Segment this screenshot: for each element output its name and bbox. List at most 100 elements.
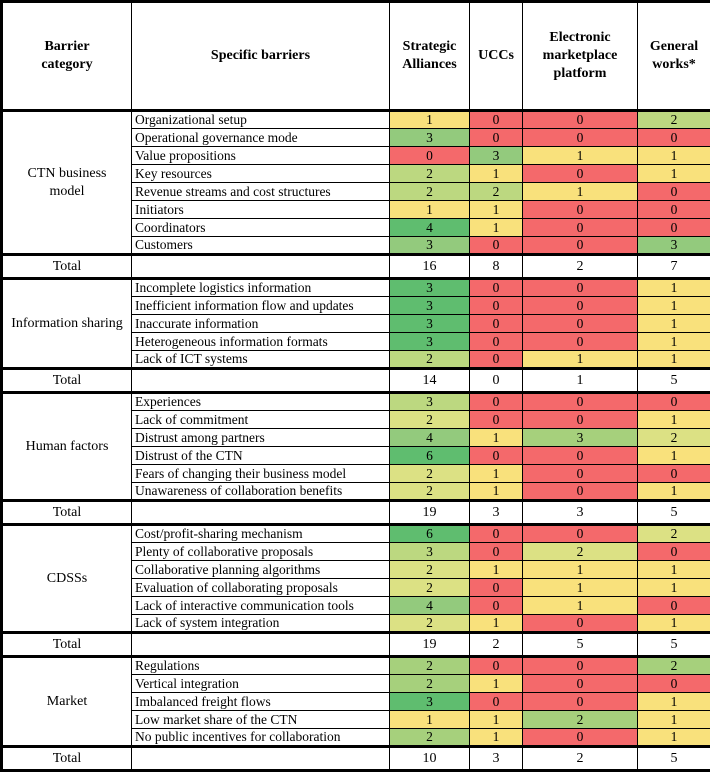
value-cell: 0 [637,128,710,147]
table-row: Inaccurate information 3 0 0 1 [2,314,710,333]
value-cell: 3 [389,392,470,411]
specific-barrier-cell: Initiators [131,200,390,219]
empty-cell [131,745,390,772]
value-cell: 0 [522,446,638,465]
total-value-cell: 2 [522,253,638,280]
value-cell: 1 [637,332,710,351]
specific-barrier-cell: Distrust among partners [131,428,390,447]
table-body: CTN business model Organizational setup 1 0… [1,110,710,772]
table-header: Barrier category Specific barriers Strat… [1,1,710,112]
value-cell: 3 [389,296,470,315]
value-cell: 2 [389,614,470,633]
total-value-cell: 5 [637,367,710,394]
total-label-cell: Total [1,745,132,772]
value-cell: 0 [522,296,638,315]
barrier-category-cell: Market [1,656,132,747]
table-row: Lack of interactive communication tools 4… [2,596,710,615]
value-cell: 0 [637,182,710,201]
barrier-category-cell: Information sharing [1,278,132,369]
value-cell: 2 [389,674,470,693]
column-header-barrier-category: Barrier category [1,1,132,112]
column-header-label: General works* [649,38,699,72]
value-cell: 3 [389,332,470,351]
table-row: Evaluation of collaborating proposals 2 0 1… [2,578,710,597]
table-row: Information sharing Incomplete logistics … [1,278,710,369]
specific-barrier-cell: Plenty of collaborative proposals [131,542,390,561]
total-value-cell: 5 [637,745,710,772]
value-cell: 2 [389,560,470,579]
value-cell: 0 [469,542,523,561]
value-cell: 0 [637,542,710,561]
column-header-electronic-marketplace-platform: Electronic marketplace platform [522,1,638,112]
value-cell: 0 [389,146,470,165]
value-cell: 0 [469,596,523,615]
value-cell: 3 [469,146,523,165]
table-row: Lack of system integration 2 1 0 1 [2,614,710,633]
specific-barrier-cell: Lack of ICT systems [131,350,390,369]
table-row: Initiators 1 1 0 0 [2,200,710,219]
table-row: Value propositions 0 3 1 1 [2,146,710,165]
value-cell: 1 [469,218,523,237]
value-cell: 1 [637,278,710,297]
total-value-cell: 7 [637,253,710,280]
specific-barrier-cell: Incomplete logistics information [131,278,390,297]
value-cell: 0 [522,392,638,411]
value-cell: 2 [389,164,470,183]
empty-cell [131,367,390,394]
specific-barrier-cell: Inefficient information flow and updates [131,296,390,315]
value-cell: 0 [522,200,638,219]
table-row: Imbalanced freight flows 3 0 0 1 [2,692,710,711]
total-row: Total 10 3 2 5 [1,745,710,772]
total-value-cell: 3 [469,745,523,772]
value-cell: 0 [469,392,523,411]
table-row: CDSSs Cost/profit-sharing mechanism 6 0 0 2 [1,524,710,633]
value-cell: 0 [522,164,638,183]
table-row: Low market share of the CTN 1 1 2 1 [2,710,710,729]
total-value-cell: 5 [637,631,710,658]
value-cell: 1 [637,314,710,333]
value-cell: 2 [389,464,470,483]
value-cell: 1 [469,464,523,483]
total-value-cell: 10 [389,745,470,772]
value-cell: 0 [522,278,638,297]
value-cell: 0 [637,392,710,411]
value-cell: 2 [389,578,470,597]
column-header-specific-barriers: Specific barriers [131,1,390,112]
value-cell: 2 [637,110,710,129]
value-cell: 1 [637,164,710,183]
value-cell: 1 [469,428,523,447]
value-cell: 3 [389,542,470,561]
total-label-cell: Total [1,253,132,280]
column-header-general-works: General works* [637,1,710,112]
value-cell: 0 [469,410,523,429]
specific-barrier-cell: Regulations [131,656,390,675]
table-row: Collaborative planning algorithms 2 1 1 1 [2,560,710,579]
specific-barrier-cell: Organizational setup [131,110,390,129]
value-cell: 0 [522,482,638,501]
value-cell: 1 [637,614,710,633]
value-cell: 2 [637,524,710,543]
column-header-strategic-alliances: Strategic Alliances [389,1,470,112]
total-value-cell: 2 [469,631,523,658]
value-cell: 0 [522,656,638,675]
column-header-uccs: UCCs [469,1,523,112]
specific-barrier-cell: Fears of changing their business model [131,464,390,483]
total-label-cell: Total [1,367,132,394]
value-cell: 1 [469,710,523,729]
column-header-label: UCCs [478,47,514,63]
specific-barrier-cell: Key resources [131,164,390,183]
specific-barrier-cell: Heterogeneous information formats [131,332,390,351]
value-cell: 1 [469,674,523,693]
value-cell: 3 [389,314,470,333]
value-cell: 0 [637,218,710,237]
value-cell: 0 [469,578,523,597]
value-cell: 0 [469,692,523,711]
empty-cell [131,253,390,280]
barrier-category-cell: CDSSs [1,524,132,633]
value-cell: 1 [637,446,710,465]
value-cell: 0 [469,446,523,465]
value-cell: 0 [469,110,523,129]
specific-barrier-cell: No public incentives for collaboration [131,728,390,747]
value-cell: 0 [522,464,638,483]
total-row: Total 14 0 1 5 [1,367,710,394]
